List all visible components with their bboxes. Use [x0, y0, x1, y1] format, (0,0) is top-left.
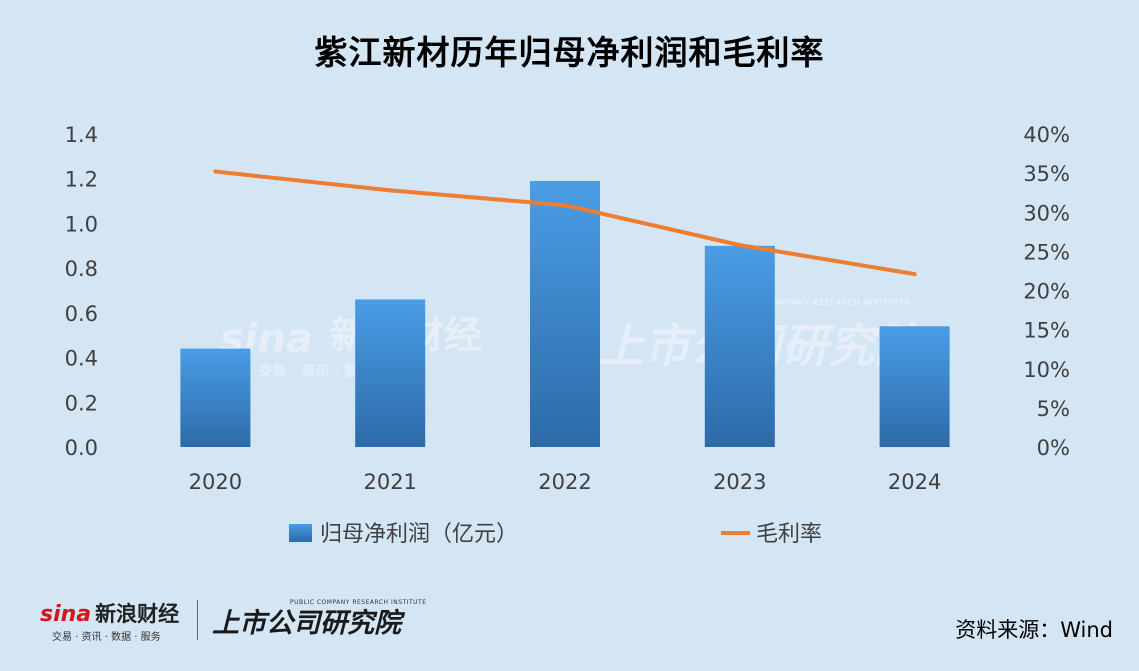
bar-2024 [879, 326, 950, 447]
sina-logo-cn: 新浪财经 [95, 602, 180, 626]
left-y-tick-label: 0.2 [65, 391, 98, 415]
bar-2023 [704, 245, 775, 447]
watermark-institute-en: PUBLIC COMPANY RESEARCH INSTITUTE [730, 298, 910, 307]
left-y-tick-label: 0.4 [65, 347, 98, 371]
right-y-tick-label: 5% [1037, 397, 1070, 421]
institute-logo-en: PUBLIC COMPANY RESEARCH INSTITUTE [290, 599, 427, 606]
chart-title: 紫江新材历年归母净利润和毛利率 [314, 33, 825, 72]
bar-series [180, 180, 950, 447]
x-tick-label: 2021 [363, 470, 416, 494]
line-point-2021 [388, 188, 393, 193]
x-tick-label: 2022 [538, 470, 591, 494]
line-point-2023 [737, 243, 742, 248]
logo-divider [197, 600, 199, 640]
x-tick-label: 2024 [888, 470, 941, 494]
left-y-tick-label: 0.6 [65, 302, 98, 326]
right-y-tick-label: 10% [1023, 358, 1070, 382]
legend-line-label: 毛利率 [756, 522, 822, 547]
sina-logo-tagline: 交易 · 资讯 · 数据 · 服务 [52, 632, 161, 643]
institute-logo-cn: 上市公司研究院 [212, 607, 402, 639]
line-point-2020 [213, 169, 218, 174]
bar-2022 [530, 180, 600, 447]
legend-bar-label: 归母净利润（亿元） [320, 522, 518, 547]
right-y-tick-label: 0% [1037, 436, 1070, 460]
sina-logo: sina 新浪财经 交易 · 资讯 · 数据 · 服务 [40, 598, 180, 643]
line-point-2024 [912, 272, 917, 277]
right-y-tick-label: 40% [1023, 123, 1070, 147]
right-y-tick-label: 30% [1023, 201, 1070, 225]
right-y-tick-label: 20% [1023, 280, 1070, 304]
left-y-tick-label: 0.8 [65, 257, 98, 281]
right-y-tick-label: 25% [1023, 240, 1070, 264]
right-y-axis: 0% 5% 10% 15% 20% 25% 30% 35% 40% [1023, 123, 1070, 460]
x-tick-label: 2020 [189, 470, 242, 494]
right-y-tick-label: 35% [1023, 162, 1070, 186]
bar-2021 [355, 299, 426, 447]
left-y-tick-label: 0.0 [65, 436, 98, 460]
footer-logo: sina 新浪财经 交易 · 资讯 · 数据 · 服务 上市公司研究院 PUBL… [40, 598, 426, 643]
bar-2020 [180, 348, 251, 447]
x-axis: 2020 2021 2022 2023 2024 [189, 470, 942, 494]
legend-bar-swatch [289, 524, 312, 542]
left-y-tick-label: 1.4 [65, 123, 98, 147]
line-series-group [213, 169, 917, 277]
left-y-tick-label: 1.2 [65, 168, 98, 192]
x-tick-label: 2023 [713, 470, 766, 494]
legend: 归母净利润（亿元） 毛利率 [289, 522, 822, 547]
line-point-2022 [563, 203, 567, 208]
right-y-tick-label: 15% [1023, 319, 1070, 343]
left-y-tick-label: 1.0 [65, 212, 98, 236]
sina-logo-word: sina [40, 602, 92, 627]
source-note: 资料来源：Wind [955, 618, 1113, 642]
left-y-axis: 0.0 0.2 0.4 0.6 0.8 1.0 1.2 1.4 [65, 123, 98, 460]
